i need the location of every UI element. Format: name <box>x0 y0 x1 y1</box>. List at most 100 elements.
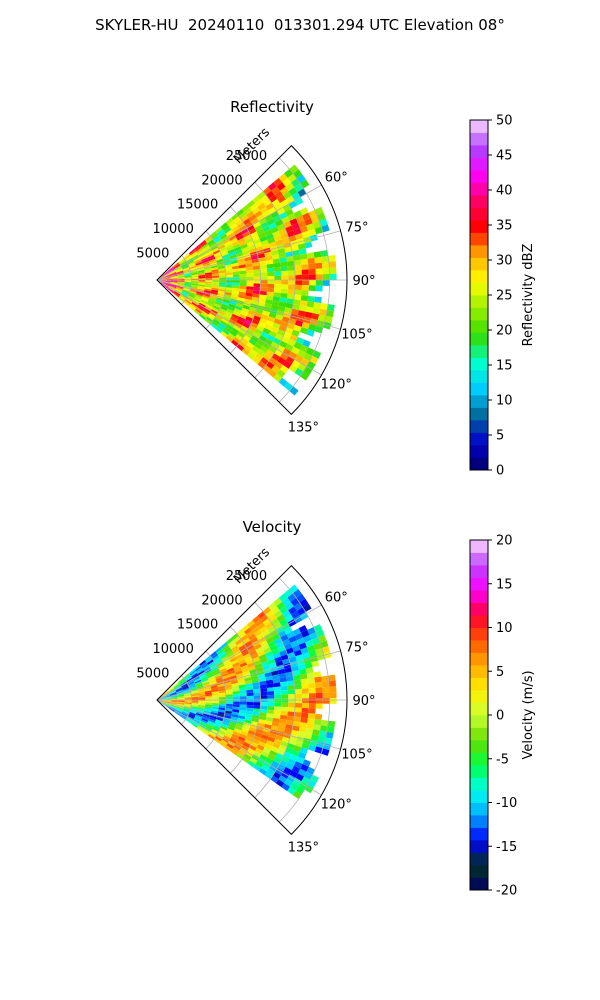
radar-gate <box>194 309 201 316</box>
radar-gate <box>234 322 243 329</box>
radar-gate <box>305 306 314 313</box>
radar-gate <box>229 223 238 230</box>
radar-gate <box>238 712 246 717</box>
radar-gate <box>265 610 274 619</box>
radar-gate <box>286 715 295 721</box>
radar-gate <box>328 674 336 682</box>
radar-gate <box>211 689 219 693</box>
radar-gate <box>188 263 196 268</box>
radar-gate <box>239 270 247 275</box>
radar-gate <box>258 741 266 748</box>
radar-gate <box>279 211 288 220</box>
radar-gate <box>314 296 322 304</box>
radar-gate <box>163 698 171 700</box>
radar-gate <box>211 269 219 273</box>
radar-gate <box>315 703 323 709</box>
radar-gate <box>228 672 237 678</box>
radar-gate <box>253 735 261 742</box>
radar-gate <box>287 786 296 796</box>
radar-gate <box>274 271 282 276</box>
radar-gate <box>163 277 171 279</box>
radar-gate <box>321 224 330 233</box>
reflectivity-plot: Reflectivity500010000150002000025000Mete… <box>136 98 536 479</box>
radar-gate <box>294 284 302 291</box>
radar-gate <box>260 276 268 280</box>
radar-gate <box>313 724 321 731</box>
radar-gate <box>306 723 315 730</box>
radar-gate <box>305 667 314 674</box>
radar-gate <box>163 698 171 700</box>
radar-gate <box>162 271 169 277</box>
radar-gate <box>210 685 218 689</box>
radar-gate <box>279 649 288 657</box>
radar-gate <box>275 219 284 227</box>
radar-gate <box>238 340 247 349</box>
radar-gate <box>299 673 308 680</box>
radar-gate <box>274 280 282 285</box>
radar-gate <box>189 670 196 676</box>
radar-gate <box>283 331 292 339</box>
radar-gate <box>211 706 219 710</box>
radar-gate <box>184 703 192 706</box>
radar-gate <box>288 694 296 699</box>
radar-gate <box>266 267 275 273</box>
radar-gate <box>176 285 184 289</box>
radar-gate <box>196 726 204 732</box>
radar-gate <box>245 686 254 691</box>
radar-gate <box>238 294 246 299</box>
radar-gate <box>239 687 247 691</box>
radar-gate <box>227 248 235 254</box>
radar-gate <box>212 281 220 285</box>
radar-gate <box>203 293 211 298</box>
radar-gate <box>257 301 266 307</box>
colorbar-segment <box>470 157 488 171</box>
colorbar-segment <box>470 602 488 616</box>
radar-gate <box>251 235 260 242</box>
radar-gate <box>198 252 206 258</box>
radar-gate <box>239 288 247 293</box>
radar-gate <box>237 222 245 229</box>
radar-gate <box>185 298 193 304</box>
radar-gate <box>250 300 259 306</box>
radar-gate <box>252 195 261 204</box>
radar-gate <box>254 242 263 248</box>
radar-gate <box>286 256 294 262</box>
colorbar-segment <box>470 432 488 446</box>
radar-gate <box>217 290 225 295</box>
radar-gate <box>288 275 296 280</box>
radar-gate <box>291 192 301 201</box>
radar-gate <box>232 706 240 710</box>
radar-gate <box>249 203 258 211</box>
radar-gate <box>211 704 219 708</box>
radar-gate <box>175 287 183 292</box>
radar-gate <box>206 237 213 244</box>
radar-gate <box>189 304 197 310</box>
radar-gate <box>183 268 190 272</box>
radar-gate <box>177 703 185 706</box>
plot-frame <box>156 564 348 836</box>
radar-gate <box>184 675 192 681</box>
radar-gate <box>260 345 269 354</box>
radar-gate <box>244 716 253 721</box>
radar-gate <box>272 652 281 659</box>
radar-gate <box>177 701 185 703</box>
radar-gate <box>184 274 192 277</box>
radar-gate <box>215 675 223 680</box>
radar-gate <box>231 293 239 298</box>
radar-gate <box>264 771 273 780</box>
radar-gate <box>258 677 266 682</box>
radar-gate <box>297 310 306 317</box>
radar-gate <box>306 672 315 679</box>
radar-gate <box>252 356 261 365</box>
radial-tick-label: 25000 <box>226 149 267 164</box>
radar-gate <box>222 238 231 245</box>
radar-gate <box>186 296 194 301</box>
radar-gate <box>232 285 240 289</box>
radar-gate <box>170 698 178 700</box>
radar-gate <box>204 235 212 242</box>
radar-gate <box>302 280 309 286</box>
radar-gate <box>236 319 244 326</box>
radar-gate <box>169 271 177 275</box>
radar-gate <box>162 271 168 276</box>
radar-gate <box>308 323 317 332</box>
